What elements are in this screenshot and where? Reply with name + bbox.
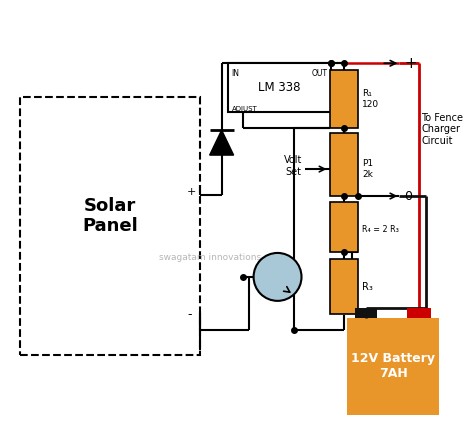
Text: LM 338: LM 338 — [258, 81, 301, 94]
Text: Solar
Panel: Solar Panel — [82, 196, 137, 236]
Text: R₃: R₃ — [363, 282, 374, 292]
Text: OUT: OUT — [311, 69, 328, 78]
Text: R₄ = 2 R₃: R₄ = 2 R₃ — [363, 226, 399, 235]
Bar — [330, 70, 358, 128]
Text: P1
2k: P1 2k — [363, 160, 374, 179]
FancyBboxPatch shape — [228, 63, 331, 112]
Text: +: + — [187, 187, 196, 197]
Bar — [330, 260, 358, 314]
Text: +: + — [404, 56, 417, 71]
Bar — [330, 202, 358, 252]
Bar — [330, 133, 358, 196]
Text: -: - — [187, 308, 192, 321]
Text: ADJUST: ADJUST — [232, 106, 257, 112]
Bar — [407, 308, 431, 318]
Circle shape — [254, 253, 301, 301]
Text: To Fence
Charger
Circuit: To Fence Charger Circuit — [421, 112, 463, 146]
Text: IN: IN — [232, 69, 240, 78]
Bar — [356, 308, 377, 318]
Polygon shape — [210, 130, 234, 155]
Bar — [347, 318, 439, 415]
Text: Volt
Set: Volt Set — [284, 155, 303, 177]
Text: 0: 0 — [404, 190, 412, 202]
Text: R₁
120: R₁ 120 — [363, 90, 380, 109]
Text: 12V Battery
7AH: 12V Battery 7AH — [351, 352, 435, 380]
Text: swagatam innovations: swagatam innovations — [159, 254, 261, 263]
